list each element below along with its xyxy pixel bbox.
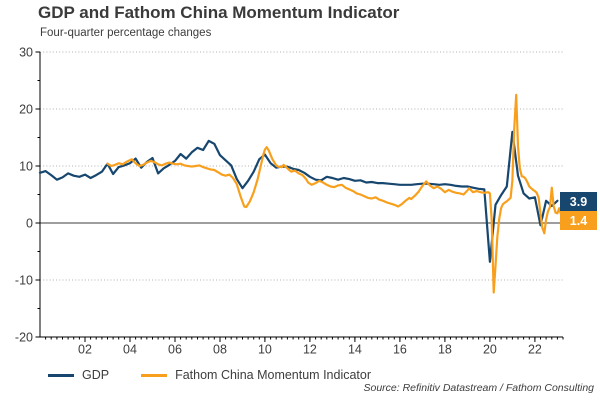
x-tick-label: 10 (258, 343, 272, 357)
source-note: Source: Refinitiv Datastream / Fathom Co… (363, 382, 594, 394)
fcmi-end-value-badge: 1.4 (560, 211, 597, 230)
x-tick-label: 14 (348, 343, 362, 357)
fcmi-line (106, 93, 563, 294)
legend-item-gdp: GDP (48, 368, 109, 382)
y-tick-label: -10 (15, 274, 33, 288)
chart-title: GDP and Fathom China Momentum Indicator (38, 3, 400, 22)
legend: GDP Fathom China Momentum Indicator (48, 368, 371, 382)
x-tick-label: 08 (213, 343, 227, 357)
gdp-line-swatch-icon (48, 373, 74, 377)
x-tick-label: 16 (393, 343, 407, 357)
y-tick-label: 10 (19, 160, 33, 174)
chart-subtitle: Four-quarter percentage changes (40, 27, 212, 39)
y-tick-label: 30 (19, 46, 33, 60)
gdp-line (38, 130, 559, 263)
gdp-end-value-badge: 3.9 (560, 192, 597, 211)
legend-label-gdp: GDP (82, 368, 110, 382)
x-tick-label: 22 (528, 343, 542, 357)
y-tick-label: -20 (15, 331, 33, 345)
x-tick-label: 12 (303, 343, 317, 357)
y-tick-label: 20 (19, 103, 33, 117)
x-tick-label: 04 (123, 343, 137, 357)
x-tick-label: 06 (168, 343, 182, 357)
x-tick-label: 18 (438, 343, 452, 357)
fcmi-line-swatch-icon (141, 373, 168, 377)
legend-item-fcmi: Fathom China Momentum Indicator (141, 368, 371, 382)
legend-label-fcmi: Fathom China Momentum Indicator (175, 368, 372, 382)
y-tick-label: 0 (26, 217, 33, 231)
x-tick-label: 02 (78, 343, 92, 357)
x-tick-label: 20 (483, 343, 497, 357)
